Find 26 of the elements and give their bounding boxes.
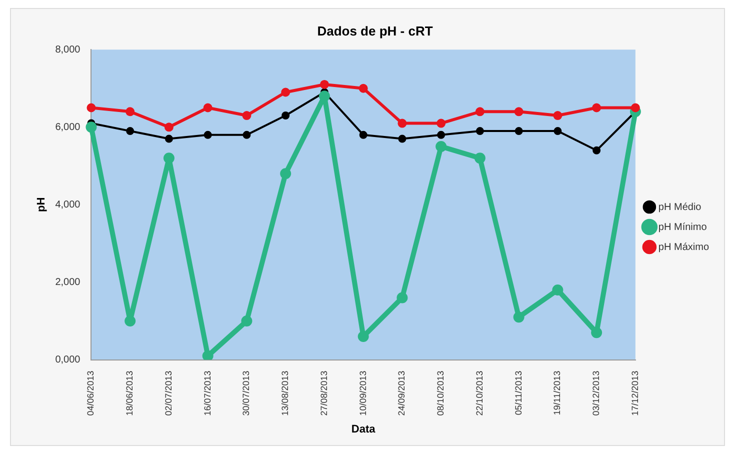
legend-label: pH Mínimo (658, 222, 708, 233)
legend-label: pH Médio (658, 202, 702, 213)
x-tick-label: 03/12/2013 (591, 370, 602, 416)
x-tick-label: 17/12/2013 (630, 370, 640, 416)
x-tick-label: 10/09/2013 (358, 370, 368, 416)
x-tick-label: 27/08/2013 (318, 370, 329, 416)
x-tick-label: 19/11/2013 (552, 370, 562, 416)
legend-label: pH Máximo (658, 242, 710, 253)
y-tick-label: 4,000 (55, 199, 81, 210)
x-tick-label: 24/09/2013 (396, 370, 407, 416)
x-tick-label: 13/08/2013 (280, 370, 290, 416)
y-tick-label: 6,000 (55, 122, 81, 133)
chart-title: Dados de pH - cRT (317, 23, 433, 38)
x-tick-label: 05/11/2013 (513, 370, 524, 416)
x-tick-label: 16/07/2013 (202, 370, 212, 416)
x-tick-label: 18/06/2013 (124, 370, 135, 416)
x-axis-title: Data (351, 423, 376, 436)
y-axis-title: pH (36, 197, 48, 212)
x-tick-label: 08/10/2013 (436, 370, 446, 416)
y-tick-label: 8,000 (55, 44, 81, 56)
y-tick-label: 2,000 (55, 276, 81, 288)
x-tick-label: 30/07/2013 (241, 370, 252, 416)
x-tick-label: 04/06/2013 (86, 370, 96, 416)
x-tick-label: 02/07/2013 (163, 370, 174, 416)
y-tick-label: 0,000 (55, 354, 81, 366)
x-tick-label: 22/10/2013 (474, 370, 484, 416)
